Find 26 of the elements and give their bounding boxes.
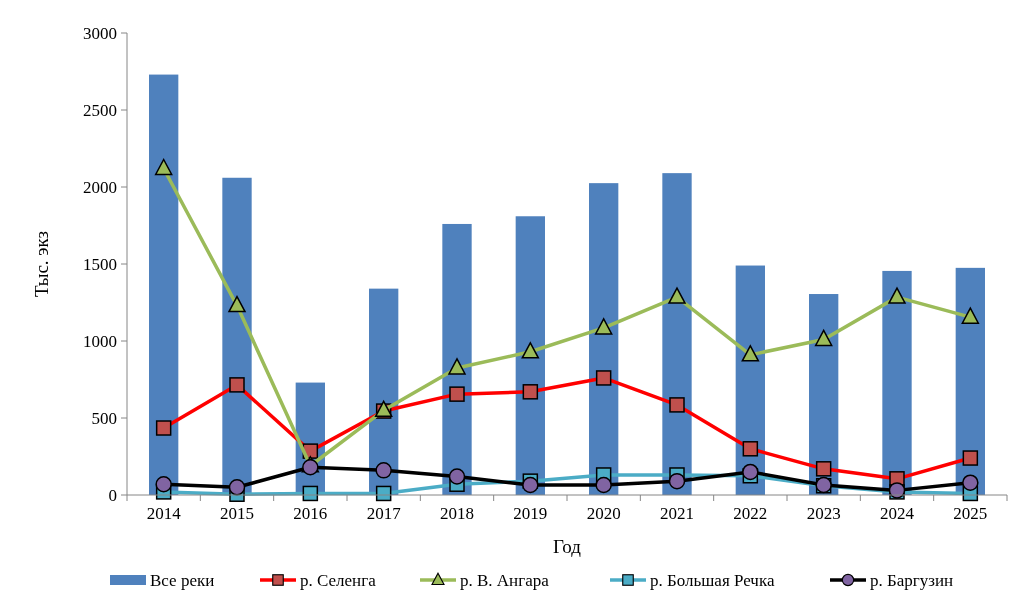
y-tick-label: 2500 [83, 100, 117, 120]
legend-label: р. В. Ангара [460, 570, 550, 590]
x-tick-label: 2021 [660, 504, 694, 523]
y-tick-label: 2000 [83, 177, 117, 197]
legend-label: р. Селенга [300, 570, 377, 590]
x-tick-label: 2020 [586, 504, 621, 523]
legend-label: р. Баргузин [870, 570, 954, 590]
legend-label: Все реки [150, 570, 215, 590]
x-tick-label: 2023 [806, 504, 841, 523]
x-tick-label: 2019 [513, 504, 548, 523]
x-axis-title: Год [553, 536, 582, 557]
y-tick-label: 1000 [83, 331, 117, 351]
x-tick-label: 2018 [440, 504, 474, 523]
x-tick-label: 2016 [293, 504, 328, 523]
x-tick-label: 2022 [733, 504, 768, 523]
y-tick-label: 500 [91, 408, 117, 428]
y-tick-label: 1500 [83, 254, 117, 274]
x-tick-label: 2024 [880, 504, 915, 523]
legend-label: р. Большая Речка [650, 570, 775, 590]
y-tick-label: 3000 [83, 23, 117, 43]
x-tick-label: 2025 [953, 504, 988, 523]
y-tick-label: 0 [108, 485, 117, 505]
x-tick-label: 2017 [366, 504, 402, 523]
x-tick-label: 2015 [220, 504, 254, 523]
y-axis-title: Тыс. экз [31, 231, 52, 297]
x-tick-label: 2014 [146, 504, 182, 523]
